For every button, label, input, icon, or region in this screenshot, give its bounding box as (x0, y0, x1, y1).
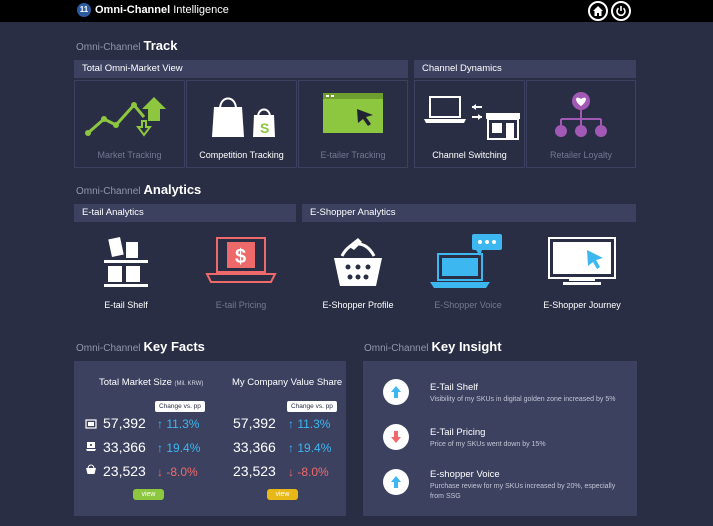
tile-e-shopper-profile[interactable]: E-Shopper Profile (298, 230, 418, 320)
svg-text:$: $ (235, 246, 246, 268)
heart-network-icon (555, 92, 607, 137)
browser-cursor-icon (323, 93, 383, 133)
track-section-title: Omni-Channel Track (76, 38, 178, 53)
basket-icon (334, 238, 382, 286)
kf-value: 23,523 (233, 463, 276, 479)
insight-up-indicator (383, 469, 409, 495)
insight-title: E-Tail Pricing (430, 427, 486, 438)
app-logo: 11 (77, 3, 91, 17)
basket-small-icon (86, 464, 96, 474)
kf-value: 23,523 (103, 463, 146, 479)
tile-competition-tracking[interactable]: S Competition Tracking (186, 80, 297, 168)
laptop-small-icon (86, 442, 96, 451)
insight-desc: Visibility of my SKUs in digital golden … (430, 396, 616, 403)
power-button[interactable] (611, 1, 631, 21)
key-insight-section-title: Omni-Channel Key Insight (364, 339, 502, 354)
change-badge: Change vs. pp (287, 401, 337, 412)
group-e-tail-analytics: E-tail Analytics (74, 204, 296, 222)
insight-title: E-Tail Shelf (430, 382, 479, 393)
tile-e-tail-pricing[interactable]: $ E-tail Pricing (181, 230, 301, 320)
kf-change-up: ↑ 19.4% (288, 441, 332, 455)
tile-label: E-tail Shelf (104, 300, 148, 310)
kf-value: 57,392 (103, 415, 146, 431)
laptop-chat-icon (430, 234, 502, 288)
insight-desc: Price of my SKUs went down by 15% (430, 441, 546, 448)
kf-header-value-share: My Company Value Share (232, 377, 343, 388)
view-button-market-size[interactable]: view (133, 489, 164, 500)
monitor-cursor-icon (548, 237, 616, 285)
kf-value: 33,366 (233, 439, 276, 455)
tile-label: Market Tracking (97, 150, 162, 160)
kf-change-up: ↑ 11.3% (157, 417, 200, 431)
tile-label: Channel Switching (432, 150, 507, 160)
shelf-icon (104, 236, 148, 287)
power-icon (616, 6, 626, 17)
kf-change-down: ↓ -8.0% (288, 465, 329, 479)
tile-label: E-Shopper Voice (434, 300, 502, 310)
key-facts-panel (74, 361, 346, 516)
app-title: Omni-Channel Intelligence (95, 4, 229, 16)
tile-e-tail-shelf[interactable]: E-tail Shelf (66, 230, 186, 320)
insight-desc: Purchase review for my SKUs increased by… (430, 483, 616, 500)
insight-title: E-shopper Voice (430, 469, 500, 480)
arrow-down-icon (391, 431, 401, 443)
kf-header-market-size: Total Market Size (Mil. KRW) (99, 377, 204, 388)
arrow-up-icon (391, 386, 401, 398)
home-icon (593, 6, 603, 16)
view-button-value-share[interactable]: view (267, 489, 298, 500)
top-bar: 11 Omni-Channel Intelligence (0, 0, 713, 22)
svg-text:S: S (260, 120, 269, 136)
laptop-store-icon (423, 96, 520, 140)
kf-change-down: ↓ -8.0% (157, 465, 198, 479)
kf-change-up: ↑ 19.4% (157, 441, 201, 455)
tile-channel-switching[interactable]: Channel Switching (414, 80, 525, 168)
tile-label: E-tail Pricing (215, 300, 267, 310)
change-badge: Change vs. pp (155, 401, 205, 412)
tile-e-shopper-voice[interactable]: E-Shopper Voice (408, 230, 528, 320)
tile-label: Retailer Loyalty (549, 150, 613, 160)
insight-up-indicator (383, 379, 409, 405)
group-channel-dynamics: Channel Dynamics (414, 60, 636, 78)
tile-label: E-Shopper Profile (322, 300, 394, 310)
insight-down-indicator (383, 424, 409, 450)
tile-retailer-loyalty[interactable]: Retailer Loyalty (526, 80, 636, 168)
tile-market-tracking[interactable]: Market Tracking (74, 80, 185, 168)
key-facts-section-title: Omni-Channel Key Facts (76, 339, 205, 354)
market-tracking-icon (84, 97, 166, 137)
laptop-dollar-icon: $ (205, 237, 277, 283)
group-e-shopper-analytics: E-Shopper Analytics (302, 204, 636, 222)
tile-label: E-tailer Tracking (320, 150, 386, 160)
kf-value: 57,392 (233, 415, 276, 431)
store-window-icon (85, 419, 97, 429)
arrow-up-icon (391, 476, 401, 488)
tile-e-shopper-journey[interactable]: E-Shopper Journey (522, 230, 642, 320)
shopping-bags-icon: S (211, 97, 275, 137)
tile-label: E-Shopper Journey (543, 300, 621, 310)
analytics-section-title: Omni-Channel Analytics (76, 182, 202, 197)
tile-label: Competition Tracking (199, 150, 284, 160)
kf-value: 33,366 (103, 439, 146, 455)
group-total-omni-market-view: Total Omni-Market View (74, 60, 408, 78)
kf-change-up: ↑ 11.3% (288, 417, 331, 431)
home-button[interactable] (588, 1, 608, 21)
tile-e-tailer-tracking[interactable]: E-tailer Tracking (298, 80, 408, 168)
